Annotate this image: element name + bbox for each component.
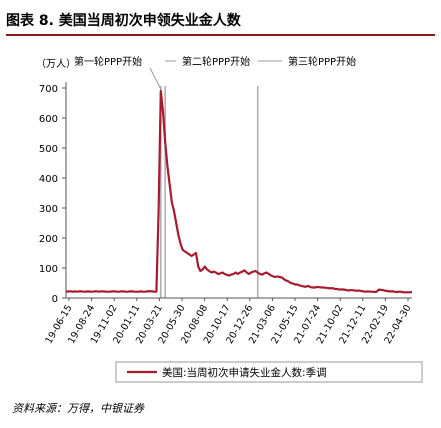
source-note: 资料来源：万得，中银证券	[12, 402, 144, 415]
y-tick-label: 100	[39, 264, 58, 275]
line-chart: （万人） 0 100 200 300 400 500 600 700 第一轮PPP开始 第二轮P…	[36, 55, 423, 383]
y-tick-label: 400	[39, 174, 58, 185]
y-tick-label: 300	[39, 204, 58, 215]
y-tick-label: 500	[39, 144, 58, 155]
annotation-leader	[149, 67, 162, 90]
ppp-annotation-label: 第一轮PPP开始	[74, 55, 142, 68]
y-tick-label: 700	[39, 84, 58, 95]
y-tick-label: 200	[39, 234, 58, 245]
y-tick-label: 600	[39, 114, 58, 125]
series-line	[65, 89, 413, 294]
title-rule	[6, 34, 435, 36]
ppp-annotation-label: 第三轮PPP开始	[288, 55, 356, 68]
y-tick-label: 0	[52, 294, 58, 305]
y-unit-label: （万人）	[36, 58, 76, 70]
chart-title: 图表 8. 美国当周初次申领失业金人数	[6, 13, 241, 29]
ppp-annotation-label: 第二轮PPP开始	[182, 55, 250, 68]
legend-label: 美国:当周初次申请失业金人数:季调	[162, 366, 327, 379]
legend-box	[115, 361, 423, 383]
